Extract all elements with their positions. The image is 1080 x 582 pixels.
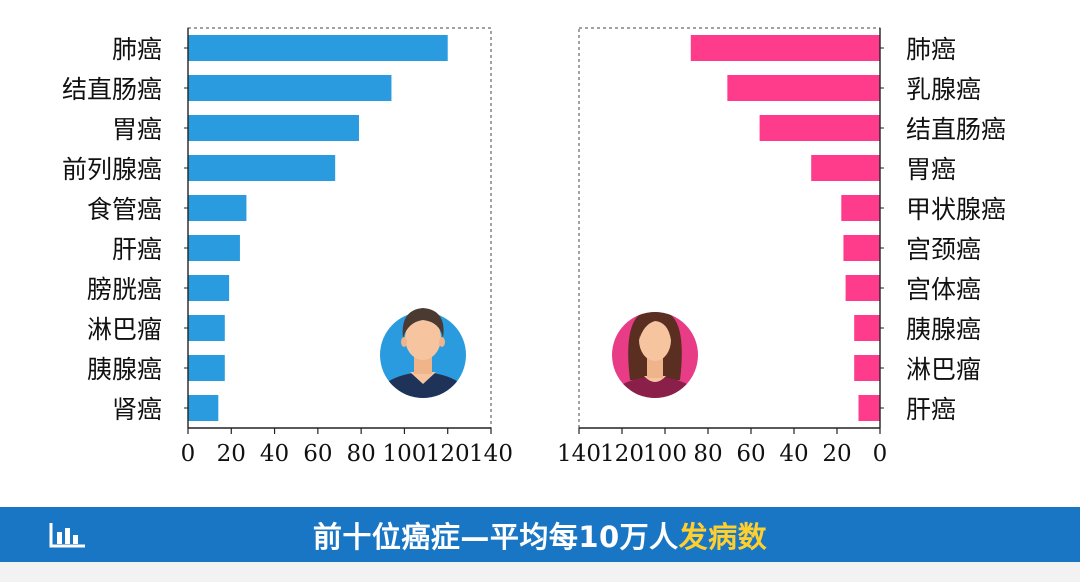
bar-female-row-5 (841, 195, 880, 221)
x-tick-label-male-60: 60 (303, 441, 332, 467)
x-tick-label-male-120: 120 (426, 441, 470, 467)
category-label-female-row-7: 宫体癌 (906, 275, 981, 304)
footer-title-highlight: 发病数 (678, 519, 768, 554)
category-label-male-row-1: 肺癌 (112, 35, 162, 64)
x-tick-label-male-0: 0 (181, 441, 196, 467)
male-avatar-icon (380, 308, 466, 398)
category-label-female-row-1: 肺癌 (906, 35, 956, 64)
bar-male-row-4 (188, 155, 336, 181)
bar-female-row-2 (727, 75, 880, 101)
category-label-female-row-5: 甲状腺癌 (906, 195, 1006, 224)
category-label-male-row-7: 膀胱癌 (87, 275, 162, 304)
bar-female-row-10 (858, 395, 880, 421)
bar-male-row-6 (188, 235, 240, 261)
category-label-male-row-8: 淋巴瘤 (87, 315, 162, 344)
bar-male-row-8 (188, 315, 225, 341)
bottom-strip (0, 562, 1080, 582)
bar-male-row-7 (188, 275, 230, 301)
category-label-male-row-9: 胰腺癌 (87, 355, 162, 384)
category-label-female-row-4: 胃癌 (906, 155, 956, 184)
x-tick-label-female-0: 0 (873, 441, 888, 467)
bar-male-row-1 (188, 35, 448, 61)
bar-female-row-9 (854, 355, 880, 381)
x-tick-label-male-80: 80 (347, 441, 376, 467)
x-tick-label-male-140: 140 (469, 441, 513, 467)
bar-female-row-6 (843, 235, 880, 261)
bar-male-row-2 (188, 75, 392, 101)
bar-male-row-9 (188, 355, 225, 381)
bar-male-row-10 (188, 395, 219, 421)
x-tick-label-female-120: 120 (600, 441, 644, 467)
footer-title-main: 前十位癌症—平均每10万人 (312, 519, 679, 554)
category-label-female-row-3: 结直肠癌 (906, 115, 1006, 144)
female-avatar-icon (612, 312, 698, 398)
category-label-female-row-10: 肝癌 (906, 395, 956, 424)
x-tick-label-female-60: 60 (736, 441, 765, 467)
x-tick-label-male-100: 100 (382, 441, 426, 467)
bar-female-row-8 (854, 315, 880, 341)
bar-female-row-3 (759, 115, 880, 141)
x-tick-label-female-80: 80 (693, 441, 722, 467)
x-tick-label-female-140: 140 (557, 441, 601, 467)
footer-banner: 前十位癌症—平均每10万人发病数 (0, 507, 1080, 562)
category-label-male-row-6: 肝癌 (112, 235, 162, 264)
bar-female-row-4 (811, 155, 880, 181)
bar-male-row-5 (188, 195, 247, 221)
x-tick-label-female-40: 40 (779, 441, 808, 467)
x-tick-label-male-40: 40 (260, 441, 289, 467)
category-label-male-row-10: 肾癌 (112, 395, 162, 424)
footer-title: 前十位癌症—平均每10万人发病数 (313, 514, 767, 556)
x-tick-label-male-20: 20 (217, 441, 246, 467)
bar-chart-icon (49, 523, 85, 548)
category-label-female-row-6: 宫颈癌 (906, 235, 981, 264)
category-label-male-row-2: 结直肠癌 (62, 75, 162, 104)
category-label-male-row-5: 食管癌 (87, 195, 162, 224)
bar-male-row-3 (188, 115, 359, 141)
x-tick-label-female-20: 20 (822, 441, 851, 467)
category-label-female-row-9: 淋巴瘤 (906, 355, 981, 384)
category-label-female-row-8: 胰腺癌 (906, 315, 981, 344)
category-label-male-row-4: 前列腺癌 (62, 155, 162, 184)
bar-female-row-7 (845, 275, 880, 301)
bar-female-row-1 (690, 35, 880, 61)
category-label-male-row-3: 胃癌 (112, 115, 162, 144)
x-tick-label-female-100: 100 (643, 441, 687, 467)
category-label-female-row-2: 乳腺癌 (906, 75, 981, 104)
